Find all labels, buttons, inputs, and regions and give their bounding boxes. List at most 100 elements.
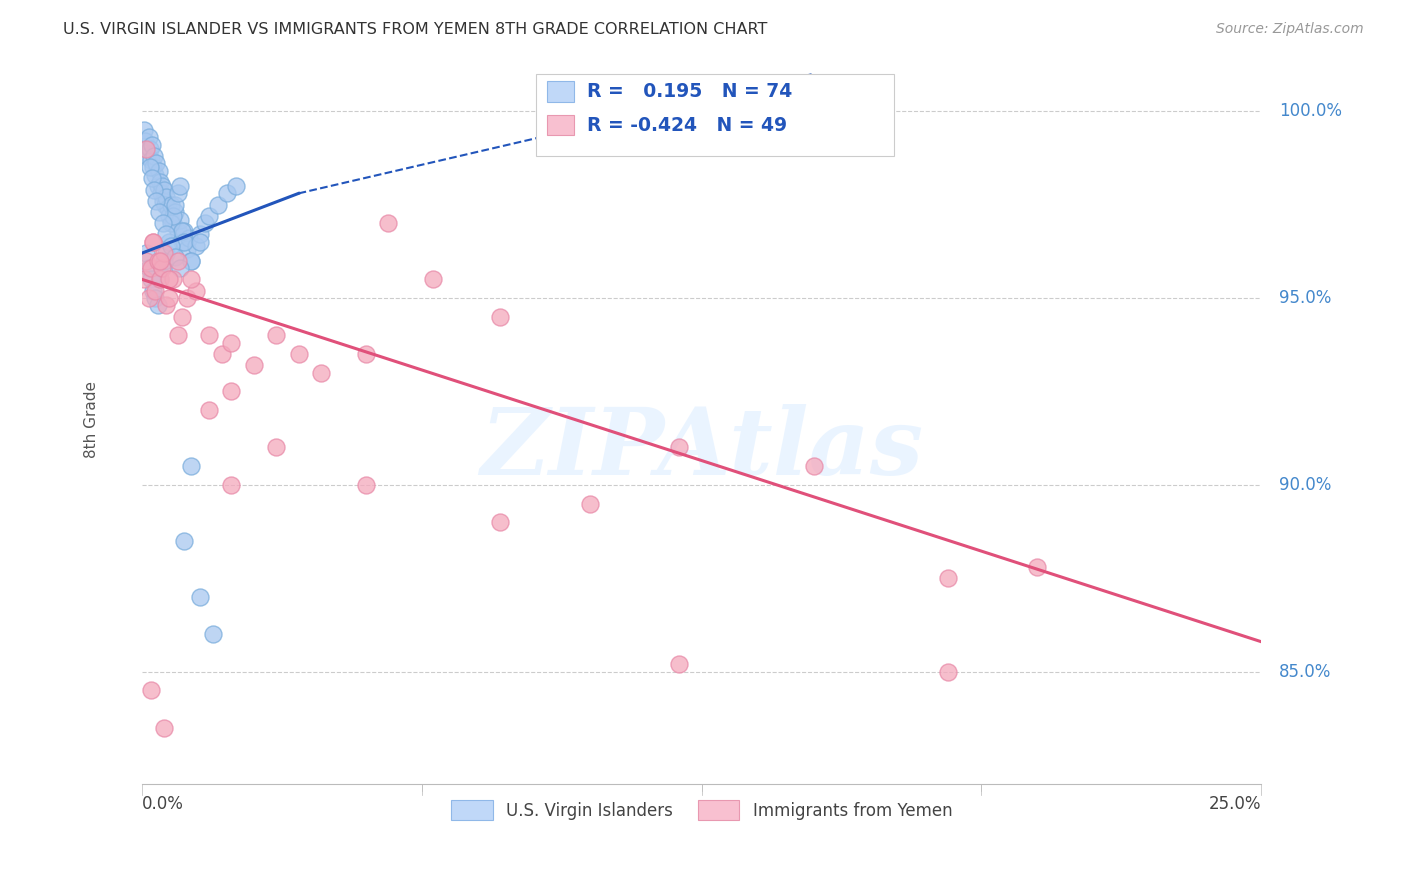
Point xyxy=(803,459,825,474)
Point xyxy=(169,178,191,193)
Point xyxy=(132,123,155,137)
Point xyxy=(150,178,173,193)
Point xyxy=(143,183,166,197)
Point xyxy=(173,533,195,548)
Bar xyxy=(547,115,574,136)
Point xyxy=(166,328,188,343)
Text: Source: ZipAtlas.com: Source: ZipAtlas.com xyxy=(1216,22,1364,37)
Point xyxy=(146,178,169,193)
Legend: U.S. Virgin Islanders, Immigrants from Yemen: U.S. Virgin Islanders, Immigrants from Y… xyxy=(444,794,959,826)
Point xyxy=(354,478,377,492)
Point xyxy=(173,224,195,238)
Point xyxy=(180,272,202,286)
Point xyxy=(668,657,690,672)
Point xyxy=(153,246,176,260)
Point xyxy=(166,224,188,238)
Point xyxy=(176,243,198,257)
Point xyxy=(211,347,233,361)
Point xyxy=(264,441,287,455)
Point xyxy=(142,235,165,249)
Point xyxy=(936,571,959,585)
Point xyxy=(135,142,157,156)
Point xyxy=(668,441,690,455)
Point xyxy=(157,291,180,305)
Point xyxy=(377,216,399,230)
Point xyxy=(143,284,166,298)
Point xyxy=(155,246,177,260)
Point xyxy=(287,347,309,361)
Point xyxy=(165,197,187,211)
Point xyxy=(155,298,177,312)
Point xyxy=(141,137,163,152)
Point xyxy=(180,253,202,268)
Point xyxy=(184,284,207,298)
Point xyxy=(148,205,170,219)
Point xyxy=(138,130,160,145)
Point xyxy=(207,197,229,211)
Point xyxy=(152,216,174,230)
Point xyxy=(145,156,167,170)
Point xyxy=(149,253,172,268)
Point xyxy=(153,197,176,211)
Point xyxy=(184,238,207,252)
Point xyxy=(138,291,160,305)
Point xyxy=(143,291,166,305)
Point xyxy=(135,246,157,260)
Point xyxy=(149,186,172,201)
Point xyxy=(143,168,166,182)
Point xyxy=(936,665,959,679)
Text: U.S. VIRGIN ISLANDER VS IMMIGRANTS FROM YEMEN 8TH GRADE CORRELATION CHART: U.S. VIRGIN ISLANDER VS IMMIGRANTS FROM … xyxy=(63,22,768,37)
Point xyxy=(221,478,243,492)
Point xyxy=(162,272,184,286)
Text: ZIPAtlas: ZIPAtlas xyxy=(479,403,924,493)
Point xyxy=(173,235,195,249)
Point xyxy=(138,261,160,276)
Point xyxy=(149,175,172,189)
Point xyxy=(172,310,194,324)
Point xyxy=(157,272,180,286)
Point xyxy=(149,272,172,286)
Point xyxy=(198,403,221,417)
Point xyxy=(153,253,176,268)
Point xyxy=(165,205,187,219)
Point xyxy=(156,202,179,216)
Point xyxy=(141,171,163,186)
Point xyxy=(160,238,183,252)
Point xyxy=(150,261,173,276)
Point xyxy=(146,253,169,268)
Point xyxy=(578,496,600,510)
Point xyxy=(198,209,221,223)
Point xyxy=(221,335,243,350)
Point xyxy=(135,253,157,268)
Point xyxy=(166,253,188,268)
FancyBboxPatch shape xyxy=(536,74,894,156)
Point xyxy=(162,216,184,230)
Point xyxy=(176,291,198,305)
Point xyxy=(134,134,156,148)
Point xyxy=(243,358,266,372)
Point xyxy=(139,683,162,698)
Text: 100.0%: 100.0% xyxy=(1279,103,1343,120)
Point xyxy=(169,212,191,227)
Text: 0.0%: 0.0% xyxy=(142,795,184,813)
Text: 90.0%: 90.0% xyxy=(1279,475,1331,494)
Point xyxy=(149,272,172,286)
Point xyxy=(139,142,162,156)
Point xyxy=(165,250,187,264)
Point xyxy=(142,235,165,249)
Point xyxy=(146,298,169,312)
Point xyxy=(160,197,183,211)
Point xyxy=(153,183,176,197)
Point xyxy=(148,164,170,178)
Point xyxy=(215,186,238,201)
Point xyxy=(139,261,162,276)
Point xyxy=(139,272,162,286)
Text: 8th Grade: 8th Grade xyxy=(84,381,98,458)
Text: 95.0%: 95.0% xyxy=(1279,289,1331,307)
Point xyxy=(489,515,512,529)
Point xyxy=(202,627,225,641)
Point xyxy=(180,459,202,474)
Point xyxy=(132,272,155,286)
Point xyxy=(157,209,180,223)
Point xyxy=(264,328,287,343)
